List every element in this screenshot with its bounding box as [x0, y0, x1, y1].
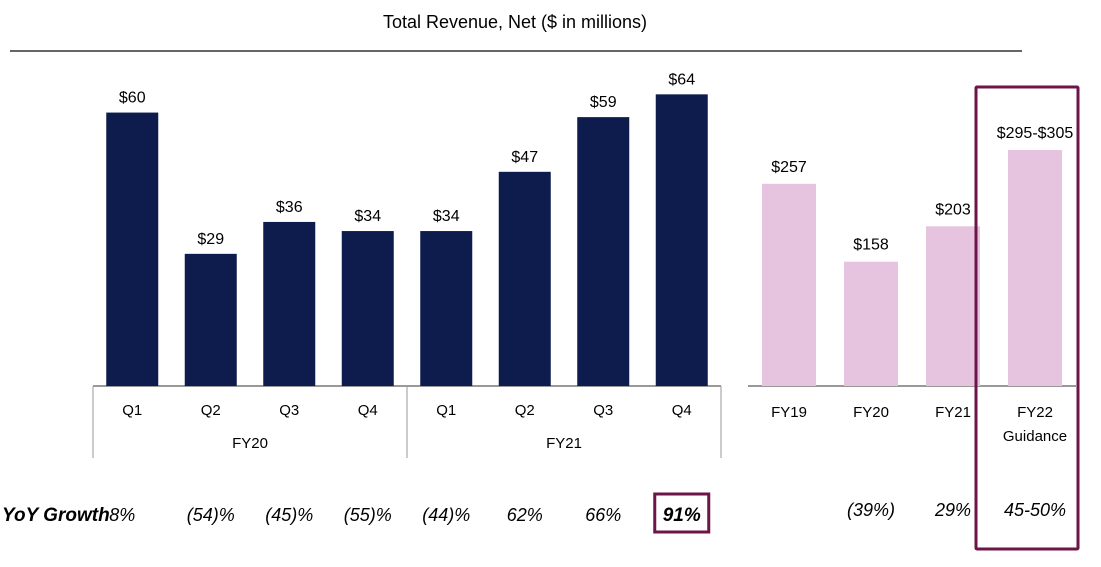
annual-value-label: $257 — [771, 159, 807, 176]
chart-title: Total Revenue, Net ($ in millions) — [383, 12, 647, 32]
quarterly-value-label: $64 — [668, 71, 695, 88]
annual-value-label: $203 — [935, 201, 971, 218]
growth-highlight-box — [653, 492, 711, 534]
annual-bar — [926, 226, 980, 386]
quarterly-growth-value: (44)% — [422, 505, 470, 525]
quarterly-growth-value: (54)% — [187, 505, 235, 525]
annual-value-label: $295-$305 — [997, 125, 1074, 142]
yoy-growth-row: YoY Growth 8% (54)% (45)% (55)% (44)% 62% 66% 91… — [2, 492, 1066, 534]
annual-tick-label: FY22 — [1017, 404, 1053, 421]
quarterly-bar — [420, 231, 473, 386]
annual-bar — [844, 261, 898, 386]
quarterly-bar — [263, 221, 316, 386]
quarterly-value-label: $36 — [276, 199, 303, 216]
quarter-tick-label: Q2 — [201, 402, 221, 419]
fiscal-year-group-label: FY21 — [546, 435, 582, 452]
annual-value-label: $158 — [853, 237, 889, 254]
quarterly-bar — [184, 253, 237, 386]
quarter-tick-label: Q1 — [122, 402, 142, 419]
quarterly-value-label: $34 — [354, 208, 381, 225]
quarterly-growth-value: 91% — [663, 505, 701, 526]
quarter-tick-label: Q3 — [593, 402, 613, 419]
quarterly-value-label: $29 — [197, 231, 224, 248]
annual-tick-label: FY21 — [935, 404, 971, 421]
annual-bar — [1008, 150, 1062, 386]
fiscal-year-group-label: FY20 — [232, 435, 268, 452]
quarter-tick-label: Q1 — [436, 402, 456, 419]
quarterly-bar — [106, 112, 159, 387]
quarterly-bar — [655, 94, 708, 386]
yoy-growth-label: YoY Growth — [2, 505, 110, 526]
quarter-tick-label: Q3 — [279, 402, 299, 419]
quarterly-growth-value: 8% — [109, 505, 135, 525]
quarterly-value-label: $34 — [433, 208, 460, 225]
annual-tick-label: FY20 — [853, 404, 889, 421]
annual-growth-value: 29% — [934, 500, 971, 520]
quarterly-chart: $60 Q1 $29 Q2 $36 Q3 $34 Q4 $34 Q1 $47 Q2 $59 Q3 $64 Q4… — [92, 71, 722, 458]
quarterly-bar — [577, 117, 630, 386]
quarterly-growth-value: (55)% — [344, 505, 392, 525]
annual-tick-label-line2: Guidance — [1003, 428, 1067, 445]
annual-growth-value: (39%) — [847, 500, 895, 520]
quarterly-value-label: $59 — [590, 94, 617, 111]
quarter-tick-label: Q4 — [672, 402, 692, 419]
quarter-tick-label: Q2 — [515, 402, 535, 419]
quarterly-growth-value: 66% — [585, 505, 621, 525]
annual-tick-label: FY19 — [771, 404, 807, 421]
quarterly-value-label: $60 — [119, 90, 146, 107]
quarterly-bar — [498, 171, 551, 386]
annual-growth-value: 45-50% — [1004, 500, 1066, 520]
annual-bar — [762, 183, 816, 386]
quarterly-bar — [341, 231, 394, 386]
quarter-tick-label: Q4 — [358, 402, 378, 419]
quarterly-value-label: $47 — [511, 149, 538, 166]
quarterly-growth-value: (45)% — [265, 505, 313, 525]
quarterly-growth-value: 62% — [507, 505, 543, 525]
guidance-highlight-box — [974, 85, 1080, 551]
annual-chart: $257 FY19 $158 FY20 $203 FY21 $295-$305 FY22 Gui… — [748, 85, 1080, 551]
